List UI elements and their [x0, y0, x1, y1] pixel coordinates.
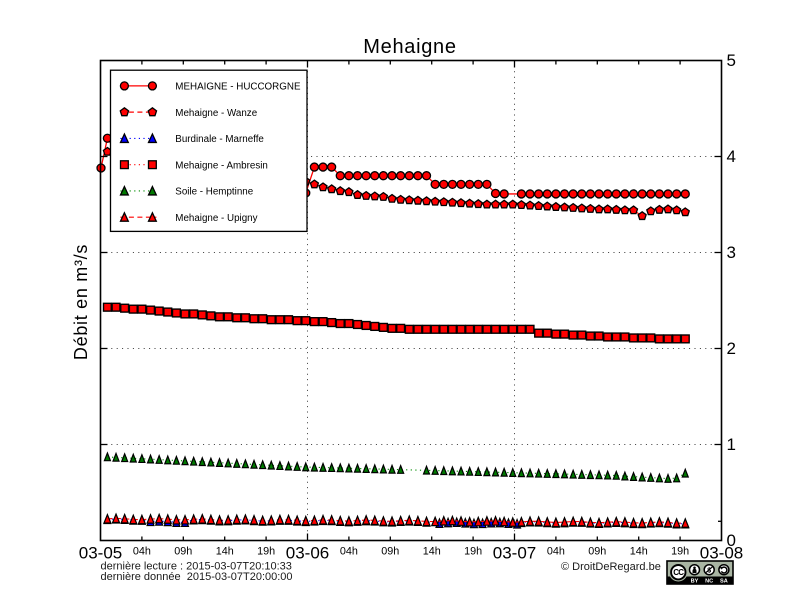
svg-text:Mehaigne - Ambresin: Mehaigne - Ambresin [175, 160, 268, 171]
svg-text:0: 0 [727, 531, 736, 550]
svg-text:04h: 04h [133, 545, 151, 557]
svg-text:dernière donnée 2015-03-07T20: dernière donnée 2015-03-07T20:00:00 [101, 571, 293, 583]
svg-text:14h: 14h [423, 545, 441, 557]
svg-text:14h: 14h [216, 545, 234, 557]
svg-text:Burdinale - Marneffe: Burdinale - Marneffe [175, 134, 264, 145]
svg-text:19h: 19h [671, 545, 689, 557]
svg-text:09h: 09h [588, 545, 606, 557]
svg-text:04h: 04h [340, 545, 358, 557]
svg-text:04h: 04h [547, 545, 565, 557]
svg-text:1: 1 [727, 435, 736, 454]
svg-text:19h: 19h [257, 545, 275, 557]
svg-text:5: 5 [727, 51, 736, 70]
svg-text:09h: 09h [381, 545, 399, 557]
svg-text:03-06: 03-06 [286, 544, 329, 563]
svg-text:19h: 19h [464, 545, 482, 557]
svg-text:MEHAIGNE - HUCCORGNE: MEHAIGNE - HUCCORGNE [175, 82, 301, 93]
svg-text:dernière lecture : 2015-03-07T: dernière lecture : 2015-03-07T20:10:33 [101, 561, 292, 573]
svg-text:BY: BY [691, 578, 699, 584]
svg-text:3: 3 [727, 243, 736, 262]
svg-text:14h: 14h [630, 545, 648, 557]
svg-text:Débit en m³/s: Débit en m³/s [71, 244, 91, 360]
svg-text:03-07: 03-07 [493, 544, 536, 563]
svg-text:NC: NC [705, 578, 713, 584]
svg-text:Mehaigne - Wanze: Mehaigne - Wanze [175, 108, 257, 119]
svg-text:© DroitDeRegard.be: © DroitDeRegard.be [561, 561, 661, 573]
svg-text:Mehaigne - Upigny: Mehaigne - Upigny [175, 213, 257, 224]
svg-text:Mehaigne: Mehaigne [363, 36, 456, 58]
svg-text:09h: 09h [174, 545, 192, 557]
svg-text:Soile - Hemptinne: Soile - Hemptinne [175, 187, 253, 198]
svg-text:CC: CC [673, 568, 684, 577]
svg-text:$: $ [707, 567, 711, 574]
svg-text:4: 4 [727, 147, 736, 166]
svg-text:2: 2 [727, 339, 736, 358]
svg-text:SA: SA [720, 578, 728, 584]
svg-text:03-08: 03-08 [700, 544, 743, 563]
svg-text:03-05: 03-05 [79, 544, 122, 563]
